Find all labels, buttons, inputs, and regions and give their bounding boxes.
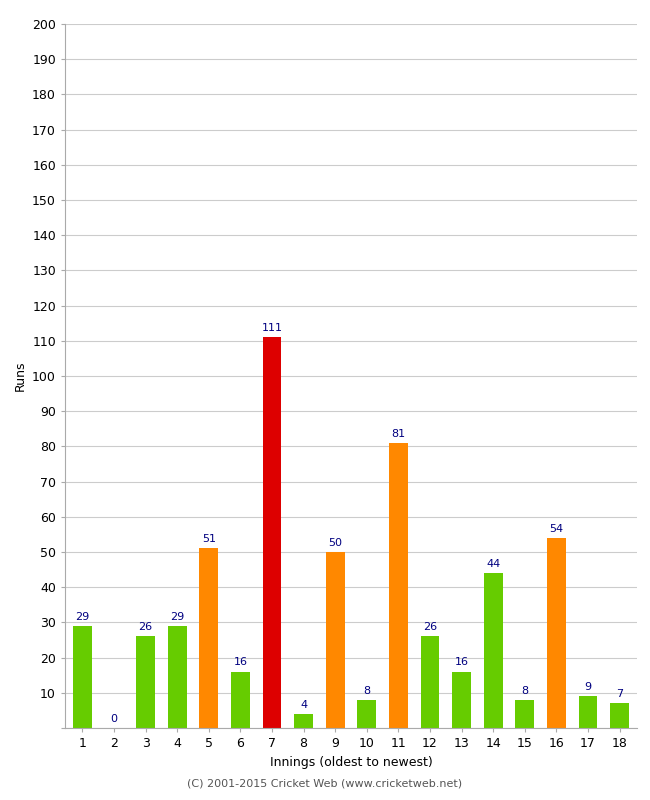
Text: 16: 16	[233, 658, 248, 667]
Text: 8: 8	[363, 686, 370, 696]
Text: 111: 111	[261, 323, 283, 333]
Text: (C) 2001-2015 Cricket Web (www.cricketweb.net): (C) 2001-2015 Cricket Web (www.cricketwe…	[187, 778, 463, 788]
Text: 81: 81	[391, 429, 406, 438]
Text: 44: 44	[486, 559, 500, 569]
Bar	[515, 700, 534, 728]
Bar	[358, 700, 376, 728]
Text: 29: 29	[75, 612, 90, 622]
Bar	[168, 626, 187, 728]
Text: 51: 51	[202, 534, 216, 544]
Bar	[578, 696, 597, 728]
Bar	[484, 573, 502, 728]
Text: 16: 16	[454, 658, 469, 667]
Bar	[231, 672, 250, 728]
X-axis label: Innings (oldest to newest): Innings (oldest to newest)	[270, 755, 432, 769]
Text: 4: 4	[300, 700, 307, 710]
Bar	[452, 672, 471, 728]
Y-axis label: Runs: Runs	[14, 361, 27, 391]
Bar	[326, 552, 344, 728]
Bar	[263, 338, 281, 728]
Text: 0: 0	[111, 714, 118, 724]
Text: 26: 26	[423, 622, 437, 632]
Text: 9: 9	[584, 682, 592, 692]
Bar	[547, 538, 566, 728]
Bar	[421, 637, 439, 728]
Text: 54: 54	[549, 524, 564, 534]
Text: 50: 50	[328, 538, 342, 548]
Bar	[200, 549, 218, 728]
Text: 8: 8	[521, 686, 528, 696]
Text: 29: 29	[170, 612, 185, 622]
Bar	[389, 443, 408, 728]
Bar	[136, 637, 155, 728]
Bar	[73, 626, 92, 728]
Bar	[294, 714, 313, 728]
Text: 26: 26	[138, 622, 153, 632]
Text: 7: 7	[616, 689, 623, 699]
Bar	[610, 703, 629, 728]
